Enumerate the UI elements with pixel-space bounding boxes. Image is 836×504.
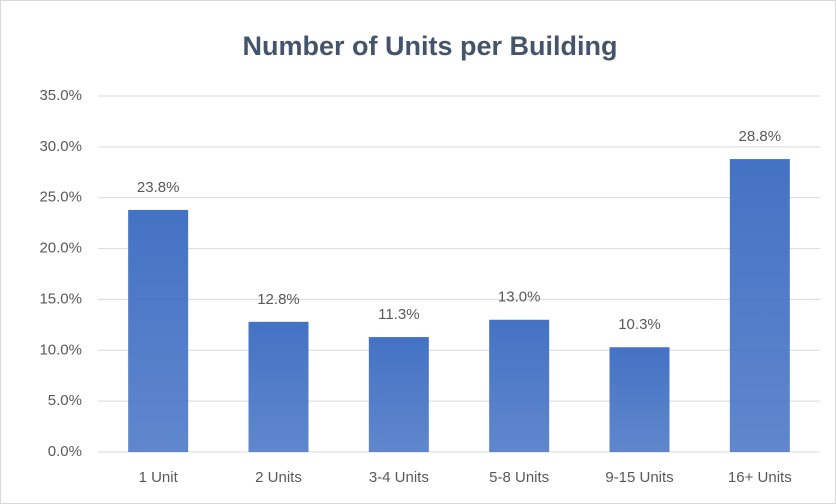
data-label: 28.8% xyxy=(739,128,782,145)
data-label: 10.3% xyxy=(618,316,661,333)
x-tick-label: 3-4 Units xyxy=(369,469,429,486)
data-label: 13.0% xyxy=(498,289,541,306)
bar xyxy=(368,337,429,452)
y-tick-label: 25.0% xyxy=(39,189,82,206)
bar xyxy=(128,209,189,452)
bar xyxy=(248,321,309,452)
y-tick-label: 20.0% xyxy=(39,240,82,257)
y-tick-label: 0.0% xyxy=(48,443,82,460)
y-tick-label: 5.0% xyxy=(48,392,82,409)
bar xyxy=(489,319,550,452)
data-label: 12.8% xyxy=(257,291,300,308)
x-tick-label: 2 Units xyxy=(255,469,302,486)
data-label: 23.8% xyxy=(137,179,180,196)
data-label: 11.3% xyxy=(378,306,419,323)
chart-title: Number of Units per Building xyxy=(243,31,618,61)
bar xyxy=(609,347,670,452)
x-tick-label: 9-15 Units xyxy=(605,469,673,486)
x-tick-label: 1 Unit xyxy=(139,469,179,486)
bar xyxy=(729,159,790,452)
y-tick-label: 10.0% xyxy=(39,341,82,358)
x-tick-label: 5-8 Units xyxy=(489,469,549,486)
y-tick-label: 30.0% xyxy=(39,138,82,155)
x-tick-label: 16+ Units xyxy=(728,469,792,486)
y-tick-label: 15.0% xyxy=(39,290,82,307)
y-tick-label: 35.0% xyxy=(39,87,82,104)
